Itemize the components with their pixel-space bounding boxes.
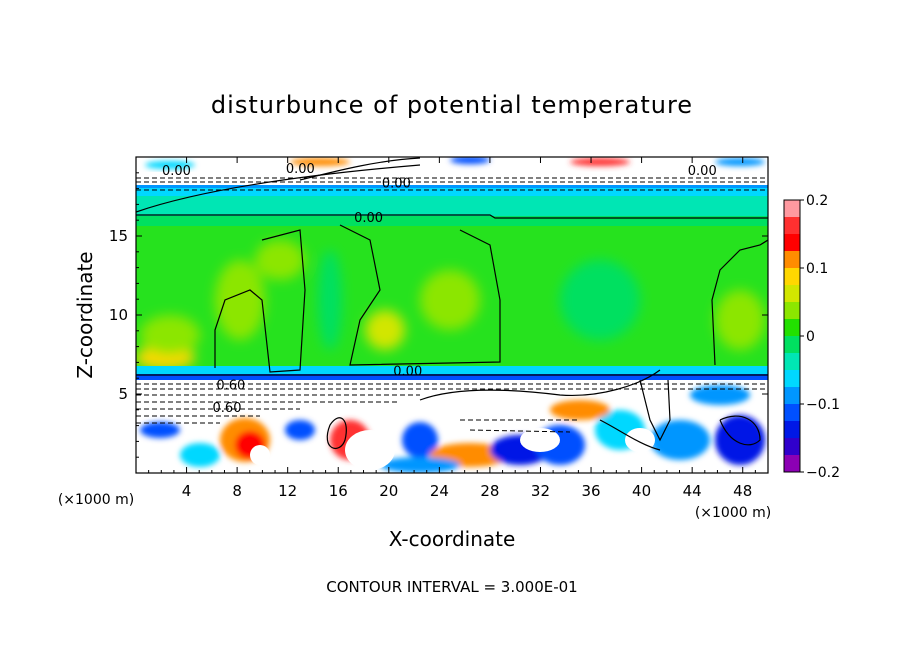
x-tick-label: 20 (379, 482, 398, 500)
contour-dashed (136, 177, 768, 433)
contour-lines (136, 157, 768, 451)
upper-streaks (145, 157, 765, 169)
colorbar-swatch (784, 234, 800, 252)
y-axis-label: Z-coordinate (73, 251, 97, 378)
contour-top-2 (299, 157, 421, 181)
contour-label: 0.60 (216, 379, 245, 394)
colorbar-swatch (784, 404, 800, 422)
contour-label: 0.00 (382, 176, 411, 191)
colorbar-swatch (784, 353, 800, 371)
x-unit-right: (×1000 m) (695, 505, 771, 521)
contour-label: 0.00 (393, 364, 422, 379)
colorbar-swatch (784, 370, 800, 388)
x-tick-label: 16 (329, 482, 348, 500)
contour-label: 0.00 (286, 162, 315, 177)
colorbar-tick-label: 0 (806, 329, 815, 345)
contour-label: 0.00 (688, 164, 717, 179)
colorbar-swatch (784, 455, 800, 473)
contour-interval: CONTOUR INTERVAL = 3.000E-01 (326, 578, 577, 596)
contour-zero-upper (136, 214, 768, 219)
x-unit-left: (×1000 m) (58, 492, 134, 508)
contour-zero-mid (339, 224, 501, 366)
field-upper-cyan (136, 185, 768, 188)
x-tick-label: 24 (430, 482, 449, 500)
x-tick-label: 12 (278, 482, 297, 500)
contour-lower-3 (599, 419, 661, 451)
field-lower-blue (136, 374, 768, 380)
contour-lower-1 (419, 369, 661, 401)
colorbar-tick-label: 0.2 (806, 193, 828, 209)
field-upper-cyan2 (136, 188, 768, 196)
x-tick-label: 48 (733, 482, 752, 500)
colorbar-swatch (784, 200, 800, 218)
colorbar-swatch (784, 285, 800, 303)
contour-lower-4 (326, 417, 347, 450)
colorbar-swatch (784, 302, 800, 320)
contour-label: 0.00 (354, 211, 383, 226)
colorbar-swatch (784, 319, 800, 337)
contour-label-group: 0.00 0.00 0.00 0.00 0.00 0.00 0.60 0.60 (162, 162, 717, 416)
contour-zero-tall (214, 229, 306, 373)
colorbar-swatch (784, 438, 800, 456)
warm-blobs (136, 240, 765, 370)
x-axis: 4 8 12 16 20 24 28 32 36 40 44 48 (148, 157, 756, 500)
field-lower-cyan (136, 366, 768, 374)
heatmap-field (136, 157, 768, 473)
field-upper-teal2 (136, 216, 768, 226)
contour-label: 0.60 (213, 401, 242, 416)
x-tick-label: 40 (632, 482, 651, 500)
y-axis: 5 10 15 (109, 172, 768, 458)
contour-zero-right (711, 239, 768, 366)
colorbar-swatch (784, 336, 800, 354)
contour-lower-2 (639, 379, 671, 442)
x-tick-label: 32 (531, 482, 550, 500)
y-tick-label: 10 (109, 306, 128, 324)
x-tick-label: 8 (232, 482, 242, 500)
colorbar-swatch (784, 387, 800, 405)
lower-white-holes (250, 428, 655, 470)
x-axis-label: X-coordinate (389, 527, 516, 551)
contour-top-1 (136, 164, 421, 213)
colorbar-swatch (784, 268, 800, 286)
colorbar-tick-label: −0.2 (806, 465, 840, 481)
contour-lower-5 (719, 415, 761, 446)
colorbar-tick-label: −0.1 (806, 397, 840, 413)
colorbar-swatch (784, 421, 800, 439)
chart-title: disturbunce of potential temperature (211, 91, 693, 119)
plot-area: 0.00 0.00 0.00 0.00 0.00 0.00 0.60 0.60 (136, 157, 768, 473)
x-tick-label: 4 (182, 482, 192, 500)
colorbar-swatch (784, 251, 800, 269)
x-tick-label: 28 (480, 482, 499, 500)
x-tick-label: 44 (683, 482, 702, 500)
x-tick-label: 36 (581, 482, 600, 500)
colorbar-swatch (784, 217, 800, 235)
field-upper-teal (136, 196, 768, 216)
colorbar-tick-label: 0.1 (806, 261, 828, 277)
contour-label: 0.00 (162, 164, 191, 179)
colorbar: 0.2 0.1 0 −0.1 −0.2 (783, 193, 840, 481)
y-tick-label: 5 (118, 385, 128, 403)
y-tick-label: 15 (109, 227, 128, 245)
